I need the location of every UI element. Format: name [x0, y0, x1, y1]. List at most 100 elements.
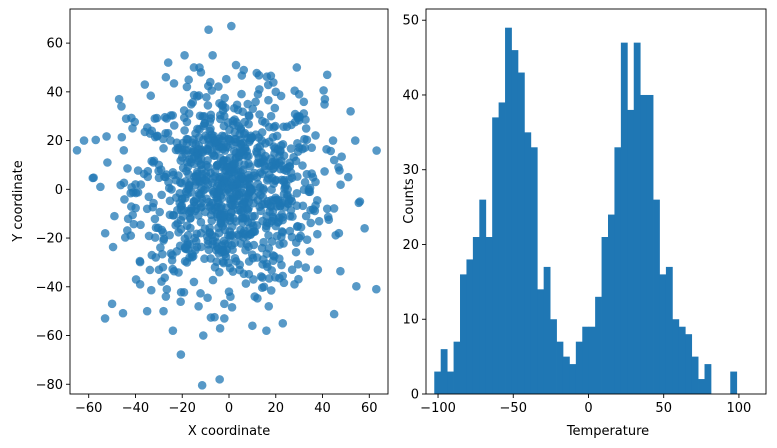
scatter-point — [227, 21, 236, 31]
scatter-point — [176, 297, 185, 307]
scatter-point — [285, 174, 294, 184]
scatter-point — [208, 51, 217, 60]
scatter-point — [275, 273, 284, 283]
scatter-point — [174, 228, 183, 237]
scatter-point — [226, 292, 235, 302]
scatter-point — [346, 107, 355, 116]
scatter-point — [194, 133, 204, 142]
scatter-x-tick-label: 60 — [361, 401, 378, 416]
scatter-point — [158, 134, 168, 144]
scatter-point — [255, 202, 264, 212]
scatter-point — [158, 249, 167, 259]
scatter-point — [212, 257, 221, 266]
scatter-point — [96, 182, 105, 192]
histogram-bar — [472, 237, 480, 394]
scatter-point — [258, 116, 267, 126]
scatter-point — [249, 240, 259, 250]
histogram-bar — [633, 42, 641, 394]
histogram-plot-area — [434, 27, 738, 395]
scatter-point — [238, 165, 248, 174]
scatter-point — [336, 180, 345, 189]
scatter-point — [244, 159, 253, 168]
scatter-point — [244, 111, 254, 121]
scatter-point — [258, 273, 267, 282]
scatter-point — [195, 63, 204, 72]
scatter-point — [296, 231, 305, 241]
scatter-point — [233, 205, 243, 215]
scatter-point — [255, 110, 264, 119]
scatter-y-tick-label: 40 — [46, 85, 63, 100]
scatter-point — [150, 114, 160, 123]
scatter-point — [220, 299, 229, 309]
histogram-bar — [537, 289, 545, 394]
scatter-point — [259, 156, 269, 165]
scatter-point — [205, 126, 215, 136]
scatter-point — [314, 216, 324, 226]
histogram-x-tick-label: 50 — [655, 401, 672, 416]
scatter-point — [262, 326, 271, 335]
histogram-bar — [595, 296, 602, 394]
scatter-point — [248, 321, 257, 331]
scatter-point — [189, 277, 199, 287]
histogram-bar — [511, 50, 519, 395]
scatter-point — [120, 233, 130, 242]
histogram-bar — [646, 94, 654, 394]
histogram-bar — [440, 349, 448, 394]
scatter-point — [216, 114, 225, 124]
histogram-bar — [614, 147, 622, 394]
scatter-point — [290, 117, 300, 127]
scatter-point — [186, 100, 196, 109]
histogram-bar — [453, 341, 461, 394]
scatter-point — [307, 143, 317, 152]
scatter-x-axis-label: X coordinate — [188, 424, 270, 439]
scatter-point — [114, 94, 124, 104]
scatter-point — [270, 144, 280, 153]
scatter-y-tick-label: −80 — [36, 378, 63, 393]
scatter-ticks: −60 −40 −20 0 20 40 60 −80 −60 −40 −20 0 20 40 60 — [36, 37, 378, 416]
scatter-point — [91, 135, 101, 145]
scatter-point — [119, 178, 129, 188]
scatter-point — [266, 286, 276, 295]
scatter-point — [277, 227, 287, 236]
scatter-plot-area — [72, 21, 381, 390]
scatter-point — [298, 201, 308, 211]
scatter-point — [222, 163, 232, 172]
scatter-point — [352, 282, 361, 291]
scatter-point — [168, 326, 178, 335]
scatter-point — [212, 145, 222, 155]
scatter-point — [192, 229, 201, 239]
histogram-bar — [685, 334, 693, 394]
scatter-point — [298, 161, 307, 170]
histogram-bar — [562, 356, 570, 394]
scatter-point — [221, 74, 231, 84]
scatter-point — [247, 250, 257, 259]
scatter-point — [292, 201, 302, 211]
scatter-point — [168, 264, 177, 274]
scatter-point — [159, 144, 168, 153]
histogram-y-tick-label: 0 — [411, 388, 419, 403]
scatter-y-tick-label: 60 — [46, 37, 63, 52]
scatter-point — [167, 255, 177, 265]
scatter-point — [257, 243, 267, 253]
scatter-point — [175, 143, 185, 153]
scatter-point — [324, 215, 334, 224]
scatter-point — [123, 226, 132, 235]
histogram-y-tick-label: 50 — [402, 14, 419, 29]
scatter-point — [263, 199, 273, 209]
scatter-point — [239, 65, 249, 75]
scatter-point — [268, 157, 278, 166]
scatter-point — [142, 306, 152, 316]
scatter-point — [286, 144, 296, 153]
scatter-point — [266, 71, 276, 81]
scatter-point — [306, 218, 316, 228]
scatter-point — [207, 216, 217, 226]
scatter-point — [157, 225, 166, 235]
scatter-point — [203, 133, 213, 142]
scatter-point — [268, 207, 278, 216]
scatter-point — [292, 188, 302, 198]
scatter-x-tick-label: −60 — [75, 401, 102, 416]
scatter-point — [193, 124, 202, 134]
histogram-x-axis-label: Temperature — [566, 424, 649, 439]
histogram-x-tick-label: 0 — [584, 401, 592, 416]
scatter-point — [253, 179, 263, 189]
